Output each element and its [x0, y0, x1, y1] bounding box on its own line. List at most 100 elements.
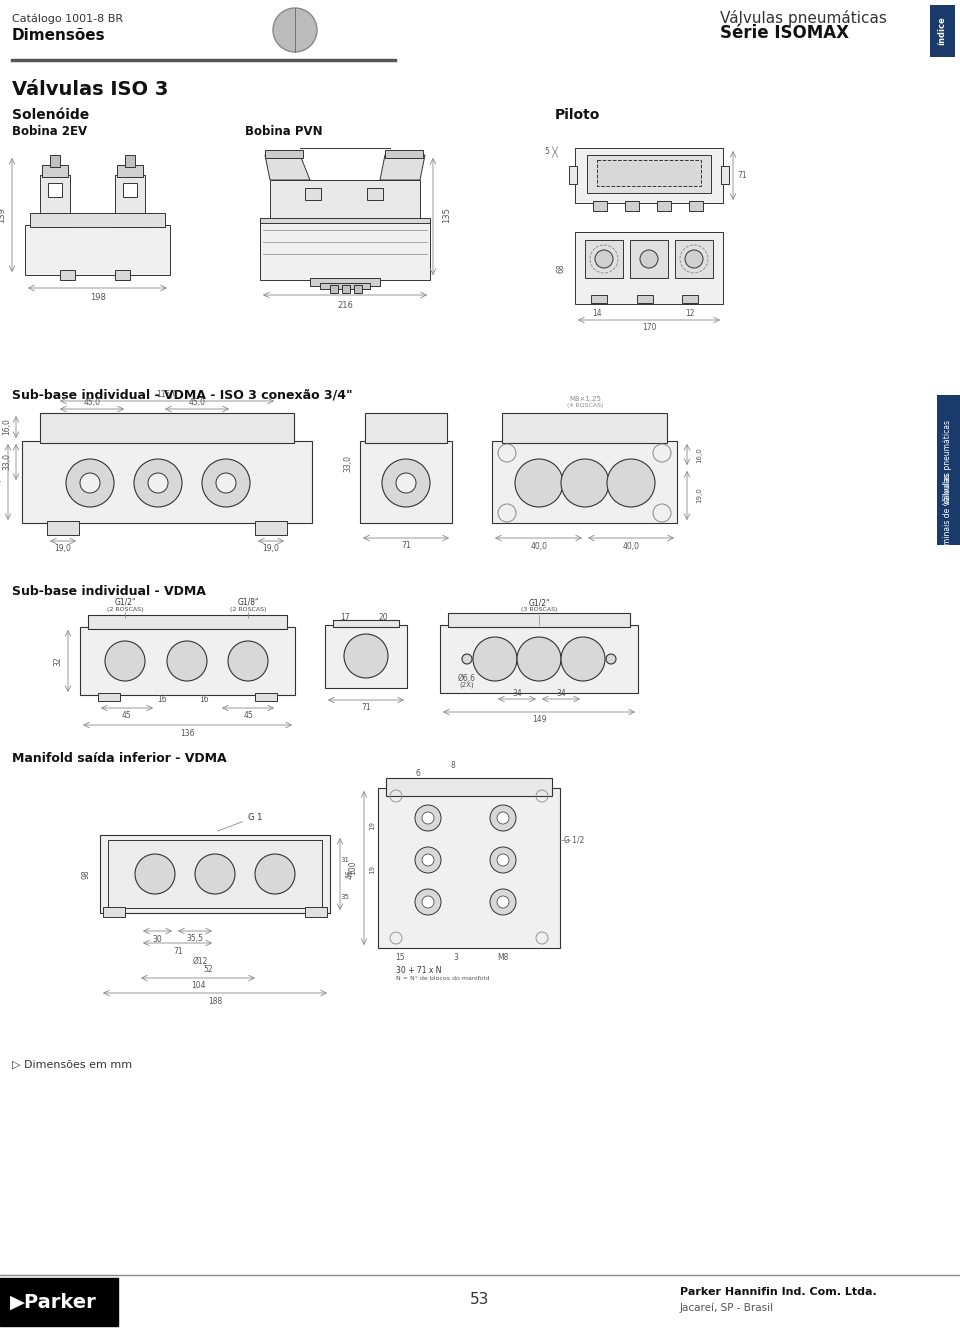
Circle shape	[490, 805, 516, 831]
Bar	[42, 165, 68, 177]
Bar	[342, 286, 350, 293]
Circle shape	[195, 854, 235, 894]
Bar	[47, 521, 79, 535]
Circle shape	[66, 459, 114, 507]
Circle shape	[490, 847, 516, 872]
Bar	[682, 295, 698, 303]
Circle shape	[135, 854, 175, 894]
Bar	[260, 220, 430, 280]
Bar	[502, 413, 667, 444]
Bar	[689, 201, 703, 211]
Text: 16: 16	[199, 695, 209, 704]
Bar	[98, 693, 120, 701]
Text: Parker Hannifin Ind. Com. Ltda.: Parker Hannifin Ind. Com. Ltda.	[680, 1287, 876, 1297]
Text: Ø6,6: Ø6,6	[458, 673, 476, 683]
Text: 40,0: 40,0	[531, 542, 547, 551]
Bar	[675, 240, 713, 278]
Text: e terminais de válvulas: e terminais de válvulas	[944, 473, 952, 563]
Bar	[103, 907, 125, 918]
Bar	[30, 212, 165, 227]
Bar	[265, 150, 303, 158]
Circle shape	[255, 854, 295, 894]
Circle shape	[148, 473, 168, 493]
Circle shape	[561, 459, 609, 507]
Text: Solenóide: Solenóide	[12, 108, 89, 122]
Bar	[440, 625, 638, 693]
Circle shape	[167, 641, 207, 681]
Text: 33,0: 33,0	[344, 454, 352, 471]
Text: ▷ Dimensões em mm: ▷ Dimensões em mm	[12, 1060, 132, 1070]
Text: Ø12: Ø12	[192, 956, 207, 965]
Text: 115,0: 115,0	[156, 389, 178, 398]
Text: 52: 52	[204, 964, 213, 973]
Circle shape	[497, 896, 509, 908]
Circle shape	[517, 637, 561, 681]
Text: 170: 170	[641, 324, 657, 332]
Bar	[333, 620, 399, 627]
Circle shape	[415, 805, 441, 831]
Text: 17: 17	[340, 612, 349, 622]
Text: 19: 19	[369, 821, 375, 830]
Circle shape	[344, 633, 388, 679]
Bar	[657, 201, 671, 211]
Bar	[330, 286, 338, 293]
Circle shape	[497, 854, 509, 866]
Circle shape	[415, 888, 441, 915]
Text: G 1/2: G 1/2	[564, 835, 585, 845]
Text: (4 ROSCAS): (4 ROSCAS)	[566, 404, 603, 409]
Text: 14: 14	[592, 309, 602, 319]
Text: Sub-base individual - VDMA: Sub-base individual - VDMA	[12, 586, 205, 598]
Bar	[255, 521, 287, 535]
Bar	[125, 155, 135, 167]
Text: 40,0: 40,0	[622, 542, 639, 551]
Text: 45,0: 45,0	[84, 398, 101, 408]
Text: 149: 149	[532, 716, 546, 725]
Text: 16: 16	[157, 695, 167, 704]
Bar	[40, 413, 294, 444]
Text: 68: 68	[557, 263, 565, 272]
Bar	[386, 778, 552, 795]
Circle shape	[607, 459, 655, 507]
Polygon shape	[380, 155, 425, 181]
Circle shape	[202, 459, 250, 507]
Text: 139: 139	[0, 207, 7, 223]
Text: Jacareí, SP - Brasil: Jacareí, SP - Brasil	[680, 1303, 774, 1313]
Text: 30: 30	[152, 935, 162, 943]
Text: 20: 20	[378, 612, 388, 622]
Text: 19,0: 19,0	[696, 487, 702, 503]
Bar	[630, 240, 668, 278]
Text: índice: índice	[938, 17, 947, 45]
Text: Manifold saída inferior - VDMA: Manifold saída inferior - VDMA	[12, 752, 227, 765]
Text: 71: 71	[361, 704, 371, 713]
Text: 45: 45	[243, 712, 252, 721]
Circle shape	[382, 459, 430, 507]
Bar	[448, 614, 630, 627]
Bar	[492, 441, 677, 523]
Text: Catálogo 1001-8 BR: Catálogo 1001-8 BR	[12, 15, 123, 24]
Bar	[0, 1278, 118, 1325]
Bar	[591, 295, 607, 303]
Text: G1/2": G1/2"	[528, 599, 550, 607]
Bar	[320, 283, 370, 290]
Text: N = N° de blocos do manifold: N = N° de blocos do manifold	[396, 976, 490, 981]
Text: Válvulas pneumáticas: Válvulas pneumáticas	[720, 11, 887, 27]
Text: 12: 12	[685, 309, 695, 319]
Circle shape	[228, 641, 268, 681]
Text: 34: 34	[556, 688, 565, 697]
Circle shape	[515, 459, 563, 507]
Circle shape	[80, 473, 100, 493]
Circle shape	[105, 641, 145, 681]
Circle shape	[422, 896, 434, 908]
Circle shape	[640, 250, 658, 268]
Text: (3 ROSCAS): (3 ROSCAS)	[521, 607, 557, 612]
Circle shape	[422, 854, 434, 866]
Text: 46: 46	[346, 869, 354, 879]
Text: 216: 216	[337, 300, 353, 309]
Circle shape	[497, 811, 509, 823]
Text: M8×1,25: M8×1,25	[569, 396, 601, 402]
Text: 5: 5	[544, 147, 549, 157]
Bar	[260, 218, 430, 223]
Bar	[575, 232, 723, 304]
Text: 19,0: 19,0	[55, 544, 71, 554]
Text: 71: 71	[401, 542, 411, 551]
